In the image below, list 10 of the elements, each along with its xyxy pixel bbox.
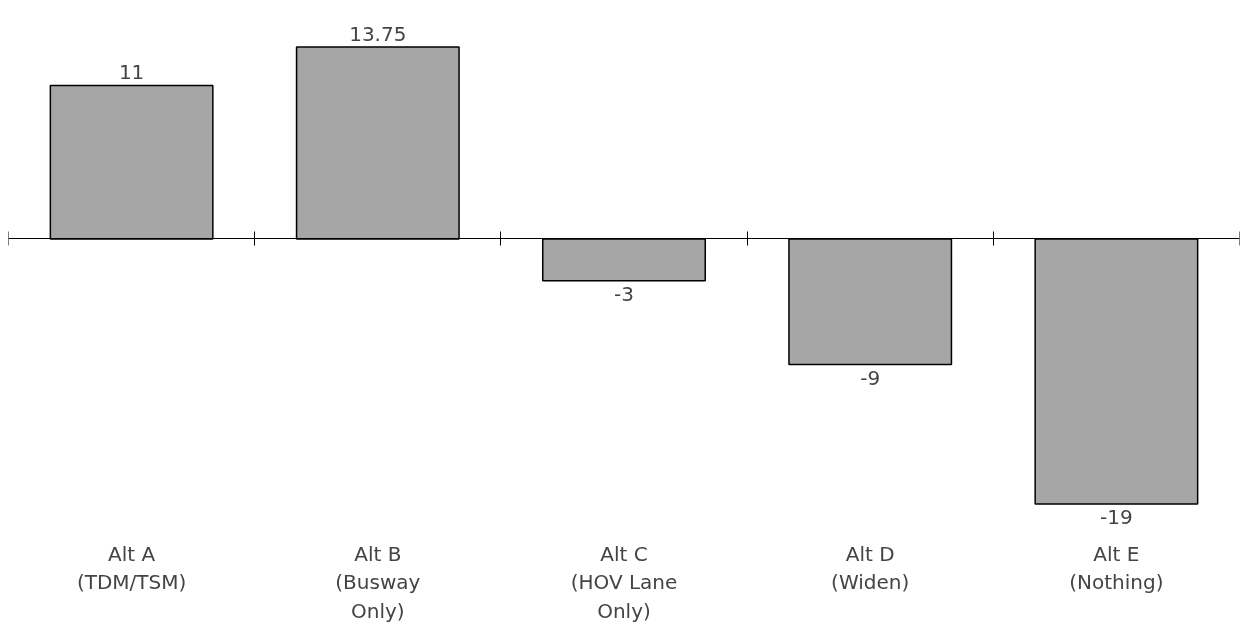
x-tick-label: Alt A (TDM/TSM) bbox=[76, 541, 187, 595]
x-tick-label: Alt C (HOV Lane Only) bbox=[570, 541, 678, 624]
data-label: -9 bbox=[860, 365, 881, 390]
data-label: -19 bbox=[1100, 505, 1133, 530]
x-tick-label: Alt D (Widen) bbox=[831, 541, 910, 595]
data-label: 11 bbox=[118, 60, 145, 85]
x-tick-label: Alt B (Busway Only) bbox=[335, 541, 421, 624]
x-tick-label: Alt E (Nothing) bbox=[1069, 541, 1164, 595]
data-label: -3 bbox=[614, 281, 634, 306]
data-label: 13.75 bbox=[349, 22, 407, 47]
